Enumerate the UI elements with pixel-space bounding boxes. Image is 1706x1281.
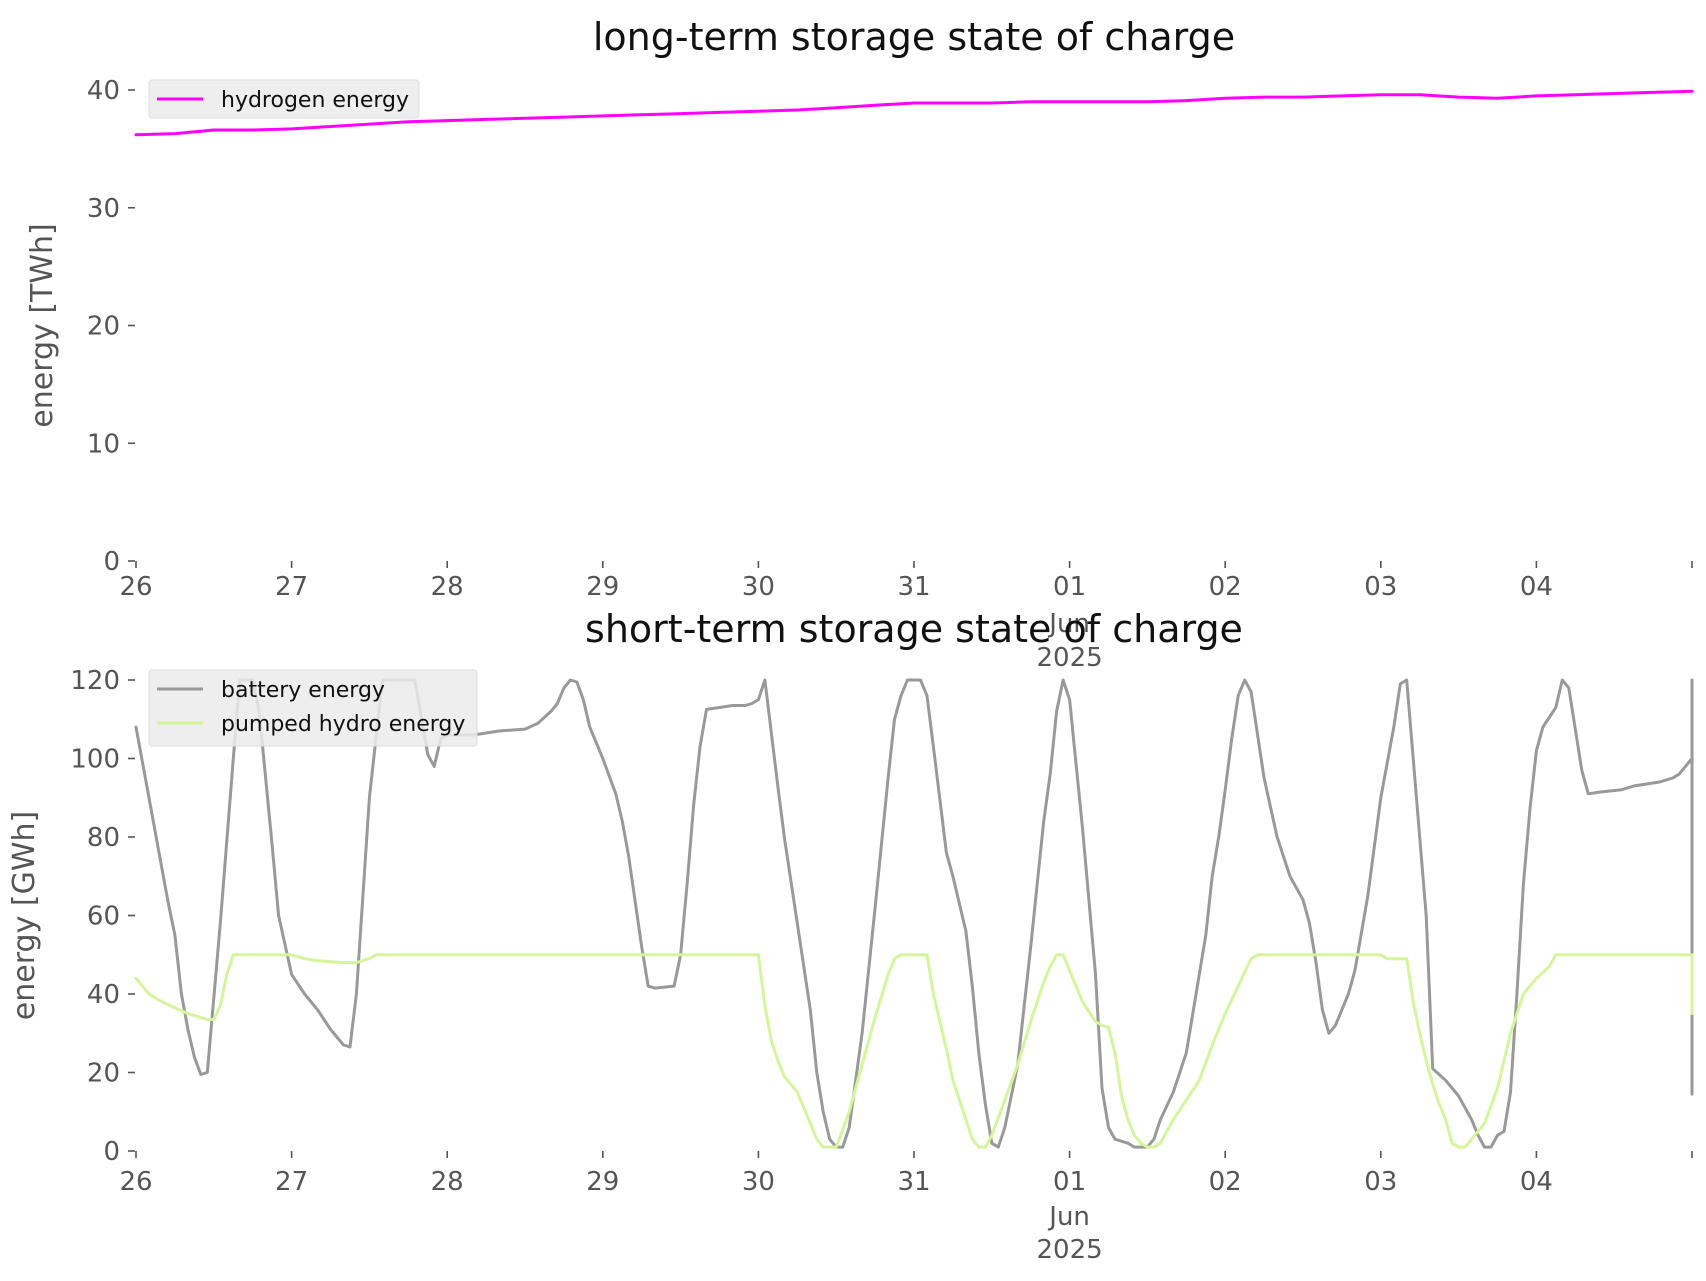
chart-1-title: long-term storage state of charge bbox=[593, 15, 1235, 59]
chart-2-title: short-term storage state of charge bbox=[585, 607, 1243, 651]
chart-2-ytick-label: 20 bbox=[87, 1059, 120, 1089]
chart-1-ytick-label: 0 bbox=[103, 547, 120, 577]
chart-2-xtick-label: 01 bbox=[1053, 1167, 1086, 1197]
chart-2-series-1-line bbox=[134, 678, 1694, 1149]
chart-2-ytick-label: 0 bbox=[103, 1137, 120, 1167]
chart-1-xtick-label: 04 bbox=[1520, 572, 1553, 602]
chart-1-xtick-label: 30 bbox=[742, 572, 775, 602]
chart-1-xtick-label: 01 bbox=[1053, 572, 1086, 602]
chart-2-ytick-label: 60 bbox=[87, 902, 120, 932]
chart-1-xtick-year: 2025 bbox=[1037, 643, 1103, 673]
chart-1-xtick-label: 02 bbox=[1209, 572, 1242, 602]
chart-2-xtick-label: 27 bbox=[275, 1167, 308, 1197]
chart-2-xtick-label: 30 bbox=[742, 1167, 775, 1197]
chart-1-xtick-label: 03 bbox=[1364, 572, 1397, 602]
chart-2-xtick-year: 2025 bbox=[1037, 1235, 1103, 1265]
chart-1-ytick-label: 30 bbox=[87, 194, 120, 224]
chart-2-xtick-label: 29 bbox=[586, 1167, 619, 1197]
chart-2-ytick-label: 40 bbox=[87, 980, 120, 1010]
chart-1-ylabel: energy [TWh] bbox=[25, 223, 60, 427]
chart-2-ytick-label: 80 bbox=[87, 823, 120, 853]
chart-1-xtick-label: 28 bbox=[431, 572, 464, 602]
chart-2-xtick-label: 26 bbox=[119, 1167, 152, 1197]
chart-2-legend-label: pumped hydro energy bbox=[221, 712, 465, 737]
chart-1-ytick-label: 40 bbox=[87, 76, 120, 106]
chart-2-series-2-line bbox=[134, 953, 1694, 1149]
chart-1-legend bbox=[148, 79, 420, 119]
chart-1-xtick-label: 27 bbox=[275, 572, 308, 602]
chart-2-xtick-month: Jun bbox=[1047, 1202, 1090, 1232]
chart-2-legend-label: battery energy bbox=[221, 678, 385, 703]
chart-1-xtick-month: Jun bbox=[1047, 609, 1090, 639]
chart-2-xtick-label: 02 bbox=[1209, 1167, 1242, 1197]
chart-2-ytick-label: 100 bbox=[70, 745, 120, 775]
chart-2-ylabel: energy [GWh] bbox=[7, 811, 42, 1020]
chart-2-ytick-label: 120 bbox=[70, 666, 120, 696]
chart-1-xtick-label: 31 bbox=[897, 572, 930, 602]
chart-2-legend bbox=[148, 669, 478, 747]
chart-1-series-1-line bbox=[134, 89, 1694, 137]
chart-2-xtick-label: 28 bbox=[431, 1167, 464, 1197]
chart-2-xtick-label: 31 bbox=[897, 1167, 930, 1197]
chart-1-ytick-label: 10 bbox=[87, 429, 120, 459]
chart-1-ytick-label: 20 bbox=[87, 312, 120, 342]
chart-1-legend-label: hydrogen energy bbox=[221, 88, 409, 113]
chart-2-xtick-label: 03 bbox=[1364, 1167, 1397, 1197]
chart-2-xtick-label: 04 bbox=[1520, 1167, 1553, 1197]
chart-1-xtick-label: 26 bbox=[119, 572, 152, 602]
chart-1-xtick-label: 29 bbox=[586, 572, 619, 602]
